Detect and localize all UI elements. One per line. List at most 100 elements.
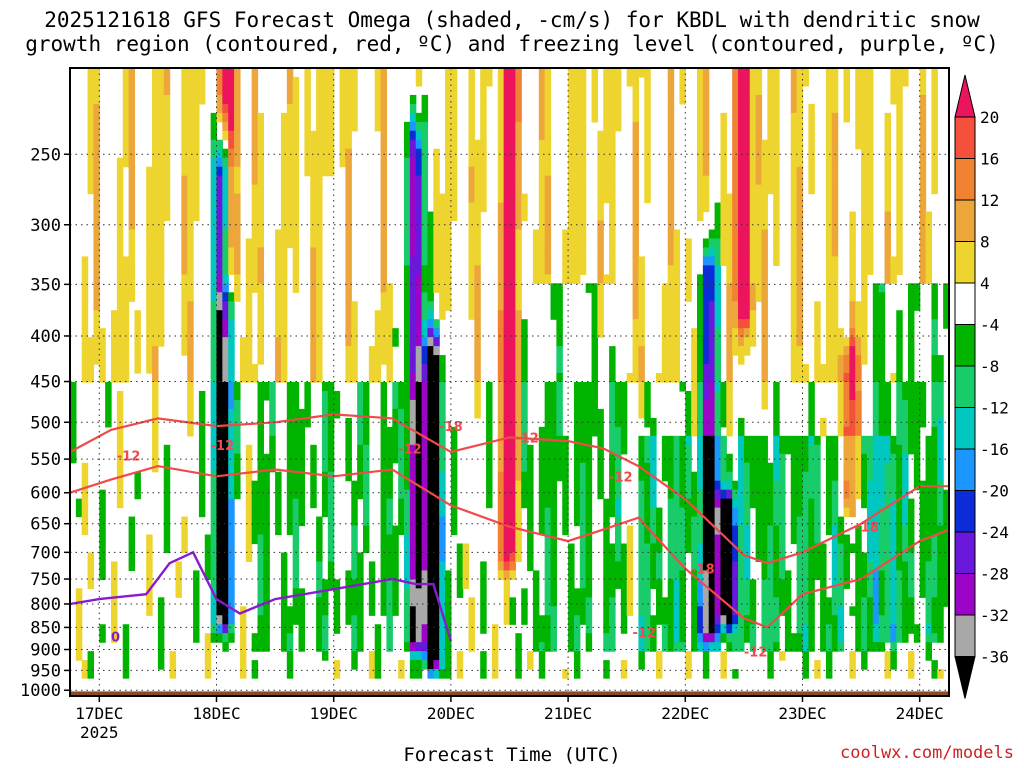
omega-cell (439, 292, 445, 302)
omega-cell (263, 454, 269, 464)
omega-cell (521, 364, 527, 374)
omega-cell (890, 651, 896, 661)
omega-cell (832, 301, 838, 311)
omega-cell (504, 86, 510, 96)
omega-cell (363, 508, 369, 518)
omega-cell (293, 526, 299, 536)
omega-cell (322, 122, 328, 132)
omega-cell (896, 104, 902, 114)
omega-cell (855, 454, 861, 464)
omega-cell (750, 472, 756, 482)
omega-cell (410, 642, 416, 652)
omega-cell (767, 499, 773, 509)
omega-cell (556, 391, 562, 401)
omega-cell (885, 238, 891, 248)
omega-cell (498, 77, 504, 87)
omega-cell (211, 382, 217, 392)
omega-cell (287, 158, 293, 168)
omega-cell (885, 113, 891, 123)
omega-cell (381, 140, 387, 150)
omega-cell (609, 77, 615, 87)
omega-cell (422, 238, 428, 248)
omega-cell (410, 328, 416, 338)
omega-cell (146, 194, 152, 204)
omega-cell (404, 642, 410, 652)
omega-cell (164, 543, 170, 553)
omega-cell (808, 642, 814, 652)
omega-cell (510, 508, 516, 518)
omega-cell (867, 149, 873, 159)
omega-cell (580, 445, 586, 455)
omega-cell (234, 409, 240, 419)
omega-cell (539, 238, 545, 248)
omega-cell (750, 95, 756, 105)
omega-cell (316, 633, 322, 643)
omega-cell (597, 256, 603, 266)
omega-cell (826, 212, 832, 222)
omega-cell (152, 355, 158, 365)
omega-cell (580, 606, 586, 616)
omega-cell (545, 615, 551, 625)
omega-cell (627, 561, 633, 571)
omega-cell (381, 597, 387, 607)
omega-cell (586, 570, 592, 580)
omega-cell (873, 615, 879, 625)
omega-cell (129, 95, 135, 105)
omega-cell (246, 247, 252, 257)
omega-cell (873, 481, 879, 491)
omega-cell (732, 328, 738, 338)
omega-cell (574, 158, 580, 168)
omega-cell (533, 256, 539, 266)
omega-cell (697, 400, 703, 410)
omega-cell (275, 517, 281, 527)
omega-cell (258, 427, 264, 437)
omega-cell (644, 490, 650, 500)
omega-cell (439, 660, 445, 670)
omega-cell (615, 427, 621, 437)
omega-cell (468, 104, 474, 114)
omega-cell (633, 149, 639, 159)
omega-cell (627, 588, 633, 598)
omega-cell (732, 185, 738, 195)
omega-cell (674, 499, 680, 509)
omega-cell (551, 579, 557, 589)
omega-cell (744, 624, 750, 634)
omega-cell (427, 624, 433, 634)
omega-cell (222, 86, 228, 96)
omega-cell (427, 256, 433, 266)
omega-cell (416, 526, 422, 536)
omega-cell (416, 597, 422, 607)
omega-cell (609, 104, 615, 114)
omega-cell (416, 588, 422, 598)
omega-cell (269, 454, 275, 464)
omega-cell (187, 95, 193, 105)
omega-cell (404, 176, 410, 186)
omega-cell (832, 265, 838, 275)
omega-cell (832, 95, 838, 105)
omega-cell (832, 247, 838, 257)
omega-cell (222, 364, 228, 374)
omega-cell (808, 463, 814, 473)
omega-cell (545, 104, 551, 114)
omega-cell (767, 131, 773, 141)
omega-cell (609, 508, 615, 518)
omega-cell (275, 274, 281, 284)
omega-cell (638, 346, 644, 356)
omega-cell (761, 391, 767, 401)
omega-cell (849, 355, 855, 365)
omega-cell (738, 588, 744, 598)
omega-cell (867, 238, 873, 248)
omega-cell (228, 229, 234, 239)
omega-cell (568, 606, 574, 616)
omega-cell (662, 472, 668, 482)
omega-cell (310, 140, 316, 150)
omega-cell (556, 382, 562, 392)
omega-cell (322, 86, 328, 96)
omega-cell (885, 382, 891, 392)
omega-cell (287, 176, 293, 186)
omega-cell (187, 382, 193, 392)
omega-cell (761, 185, 767, 195)
omega-cell (715, 615, 721, 625)
omega-cell (510, 247, 516, 257)
omega-cell (539, 149, 545, 159)
